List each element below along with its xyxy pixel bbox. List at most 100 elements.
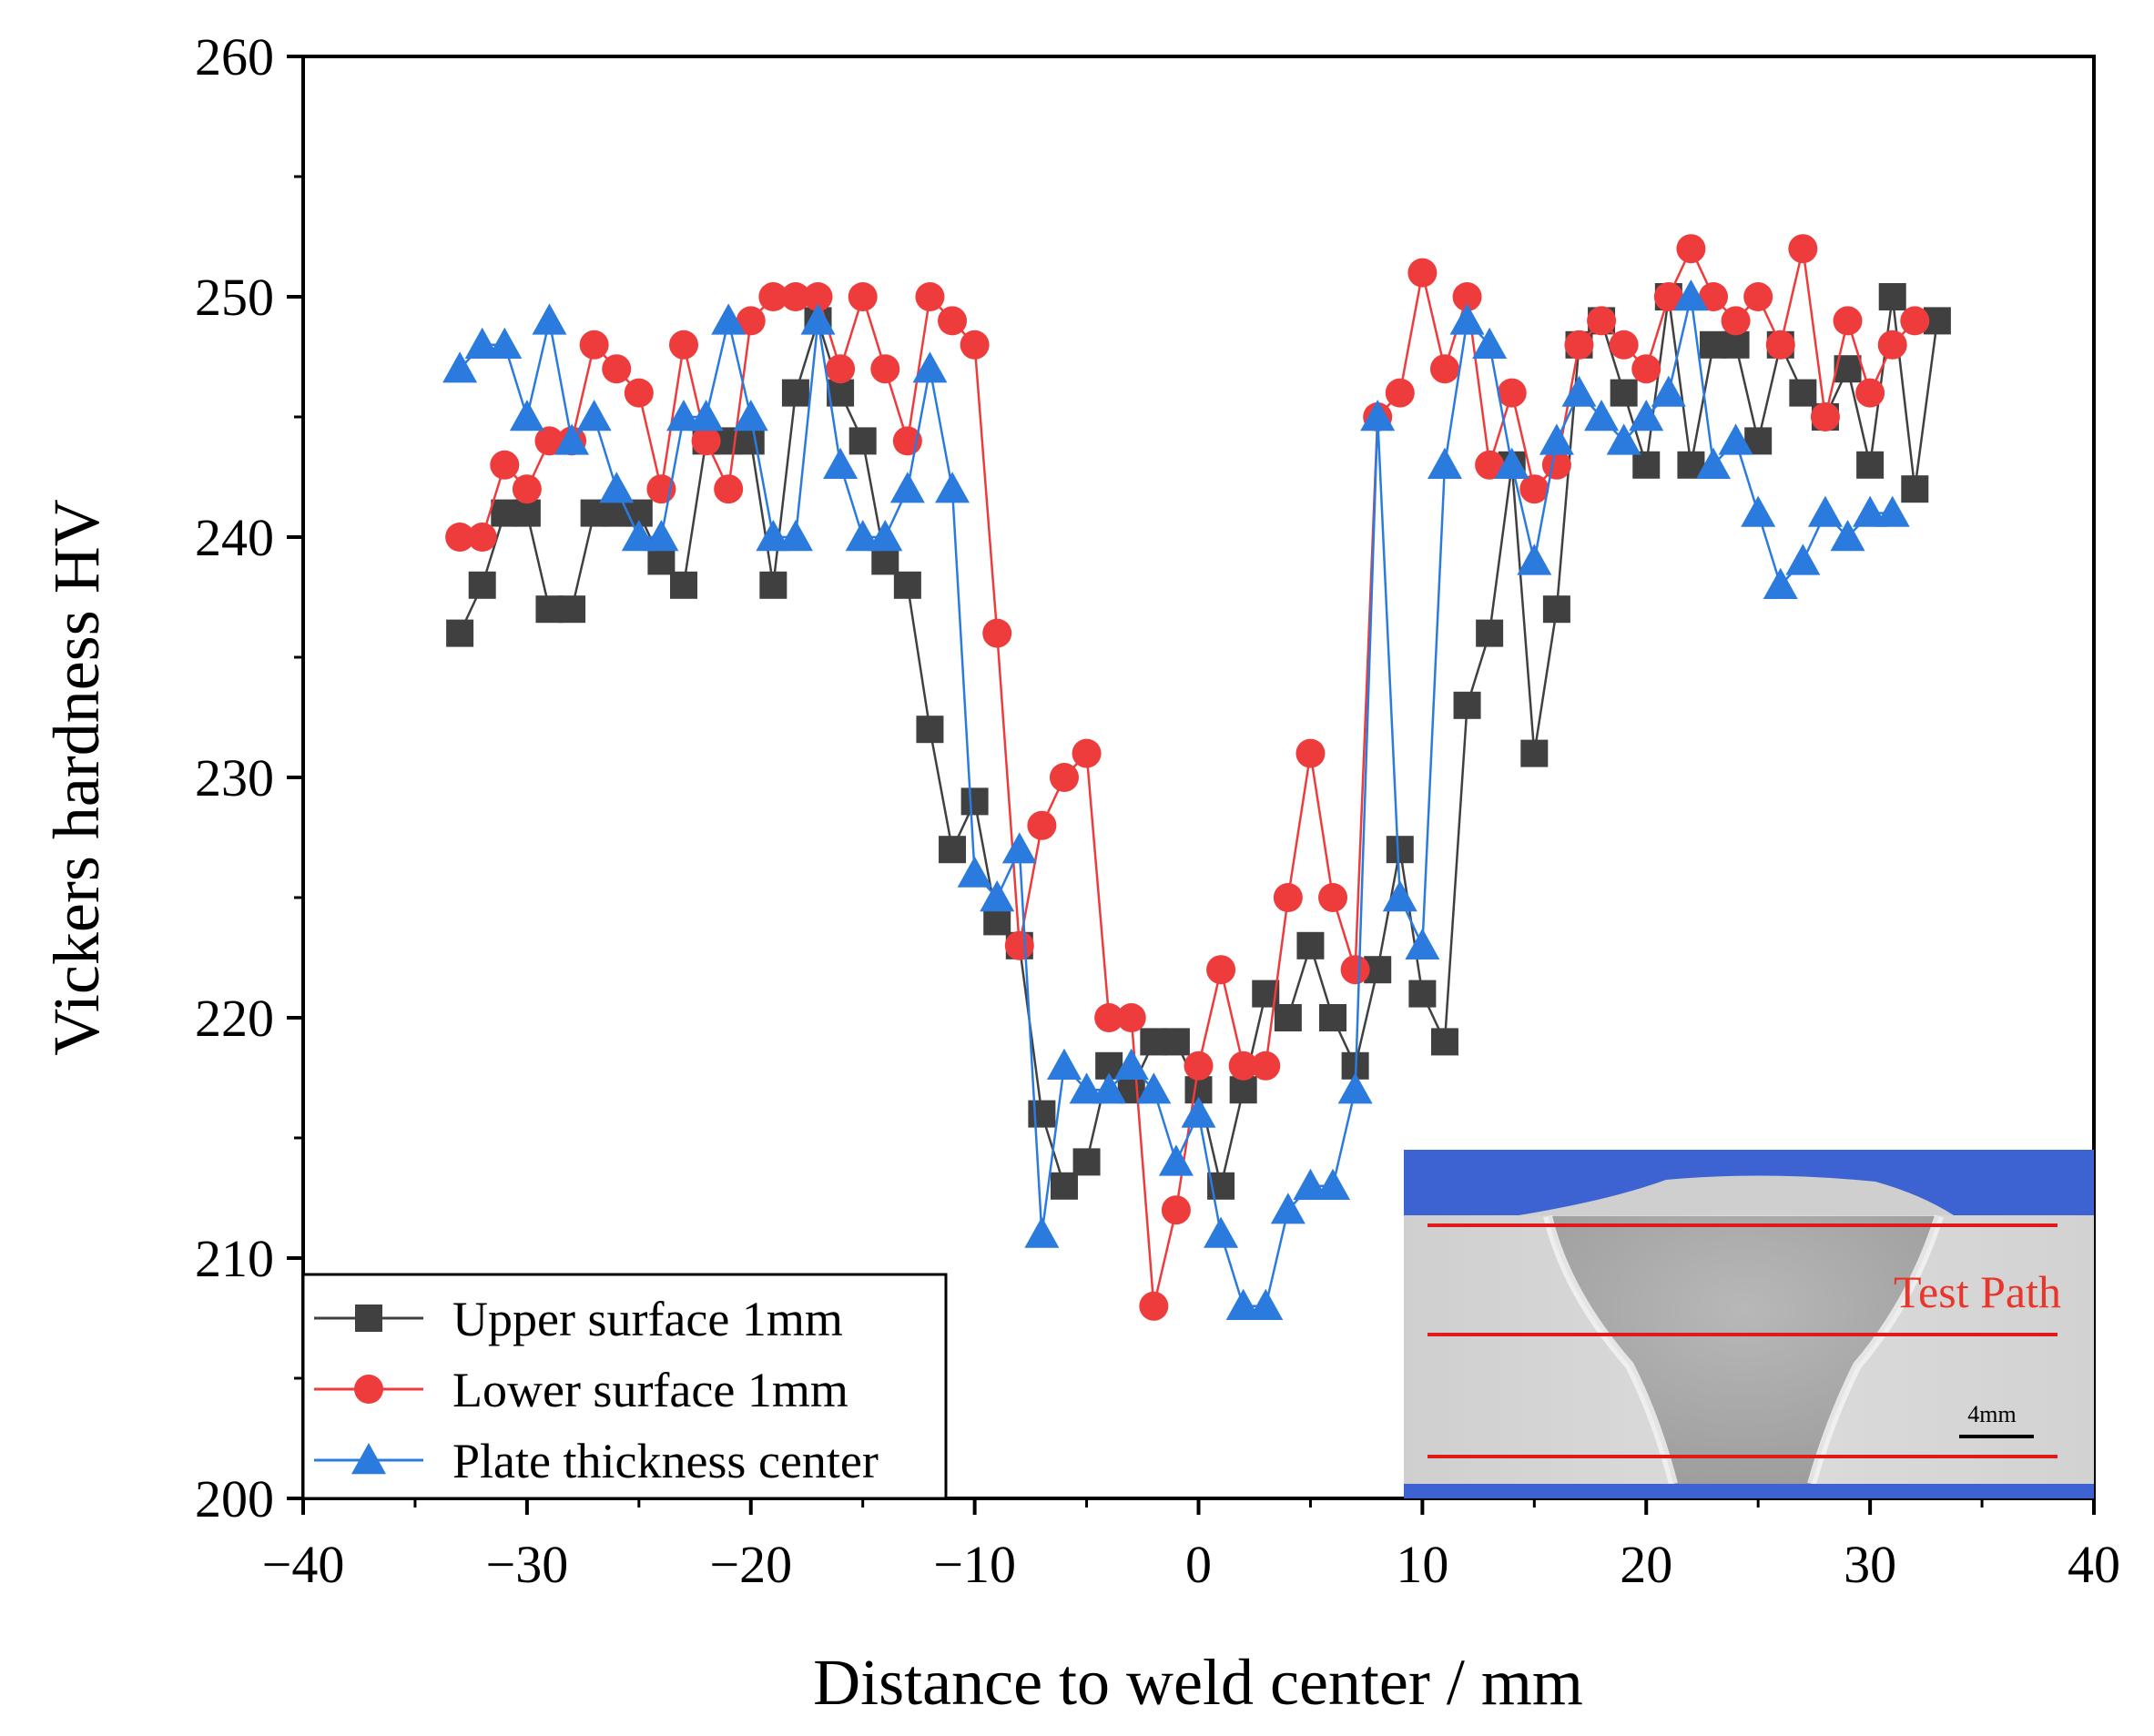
x-tick-label: 40 — [2068, 1535, 2120, 1594]
data-point — [1229, 1076, 1257, 1104]
series-circle — [445, 234, 1930, 1321]
data-point — [711, 303, 747, 335]
data-point — [1587, 306, 1617, 336]
data-point — [868, 520, 903, 552]
data-point — [1028, 1100, 1056, 1128]
data-point — [1385, 378, 1415, 408]
inset-fusion-line-right — [1807, 1214, 1944, 1486]
data-point — [1024, 1216, 1060, 1248]
data-point — [1875, 495, 1910, 527]
x-tick-label: 20 — [1620, 1535, 1672, 1594]
data-point — [532, 303, 567, 335]
inset-test-path-label: Test Path — [1894, 1266, 2061, 1317]
data-point — [1158, 1144, 1194, 1176]
data-point — [1274, 1004, 1302, 1031]
data-point — [1743, 282, 1773, 311]
data-point — [780, 282, 810, 311]
data-point — [1651, 375, 1686, 407]
data-point — [1181, 1096, 1216, 1128]
data-point — [1494, 447, 1529, 479]
data-point — [1069, 1072, 1104, 1104]
data-point — [1497, 378, 1527, 408]
y-tick-label: 240 — [195, 508, 274, 567]
data-point — [1360, 400, 1396, 431]
data-point — [487, 327, 523, 359]
data-point — [1273, 883, 1303, 912]
data-point — [823, 447, 859, 479]
data-point — [1270, 1193, 1306, 1224]
data-point — [1561, 375, 1597, 407]
data-point — [960, 787, 989, 816]
data-point — [1539, 423, 1574, 455]
data-point — [1629, 400, 1664, 431]
data-point — [848, 282, 878, 311]
data-point — [756, 520, 791, 552]
data-point — [1721, 306, 1751, 336]
data-point — [1476, 619, 1504, 647]
data-point — [1830, 520, 1865, 552]
data-point — [534, 426, 564, 456]
data-point — [445, 523, 475, 552]
x-tick-label: 0 — [1185, 1535, 1212, 1594]
data-point — [737, 427, 765, 455]
x-tick-label: 30 — [1844, 1535, 1896, 1594]
data-point — [558, 595, 586, 624]
data-point — [490, 450, 520, 480]
data-point — [915, 282, 945, 311]
data-point — [1405, 928, 1440, 959]
x-tick-label: −20 — [709, 1535, 792, 1594]
data-point — [1788, 234, 1818, 264]
data-point — [889, 472, 925, 503]
data-point — [576, 400, 612, 431]
data-point — [464, 327, 500, 359]
data-point — [1161, 1195, 1191, 1225]
data-point — [733, 400, 768, 431]
legend-marker — [355, 1305, 382, 1332]
data-point — [1901, 475, 1929, 503]
data-point — [1631, 354, 1661, 384]
data-point — [1382, 880, 1417, 912]
y-axis-label: Vickers hardness HV — [40, 499, 113, 1056]
y-tick-label: 250 — [195, 268, 274, 327]
data-point — [554, 423, 590, 455]
data-point — [666, 400, 701, 431]
data-point — [1606, 423, 1641, 455]
data-point — [800, 303, 836, 335]
y-tick-label: 260 — [195, 27, 274, 86]
data-point — [758, 282, 788, 311]
inset-weld-zone — [1548, 1216, 1939, 1484]
data-point — [1296, 931, 1325, 959]
data-point — [688, 400, 724, 431]
y-tick-label: 210 — [195, 1229, 274, 1288]
data-point — [1228, 1051, 1258, 1081]
data-point — [938, 306, 968, 336]
data-point — [599, 472, 635, 503]
data-point — [1001, 832, 1037, 864]
x-tick-label: −10 — [933, 1535, 1016, 1594]
x-axis-ticks: −40 −30 −20 −10 0 10 20 30 40 — [262, 1498, 2120, 1594]
data-point — [1763, 567, 1798, 599]
data-point — [1584, 400, 1620, 431]
data-point — [1139, 1291, 1169, 1321]
data-point — [691, 426, 721, 456]
data-point — [509, 400, 544, 431]
data-point — [1609, 330, 1639, 360]
inset-fusion-line-left — [1543, 1214, 1678, 1486]
data-point — [647, 547, 676, 575]
inset-weld-crown — [1519, 1175, 1954, 1215]
data-point — [1092, 1072, 1127, 1104]
data-point — [1340, 955, 1370, 985]
data-point — [1765, 330, 1795, 360]
data-point — [1789, 379, 1817, 407]
data-point — [624, 378, 654, 408]
y-axis-ticks: 200 210 220 230 240 250 260 — [195, 27, 303, 1528]
data-point — [1853, 495, 1888, 527]
data-point — [1407, 258, 1438, 288]
data-point — [1520, 739, 1549, 767]
data-point — [1293, 1168, 1328, 1200]
data-point — [1337, 1072, 1373, 1104]
data-point — [1676, 234, 1706, 264]
data-point — [602, 354, 632, 384]
data-point — [446, 619, 474, 647]
